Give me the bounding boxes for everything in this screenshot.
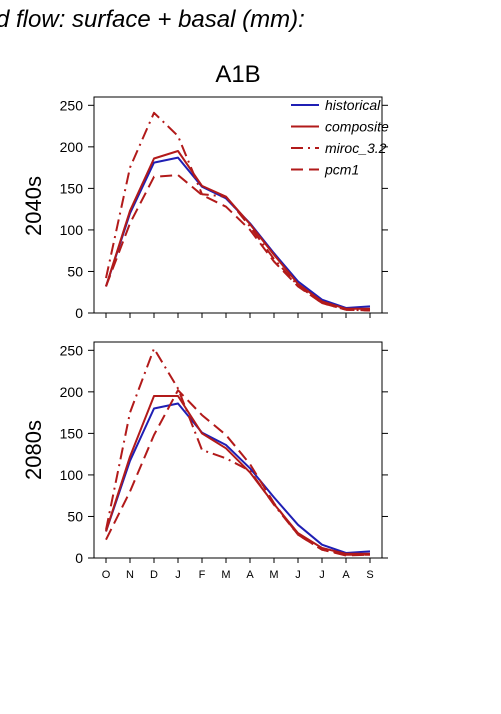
- series-line-composite: [105, 150, 370, 310]
- series-line-historical: [105, 156, 371, 309]
- series-line-historical: [105, 402, 371, 554]
- x-tick-label: A: [246, 569, 254, 581]
- series-line-miroc-3-2: [105, 347, 370, 556]
- y-tick-labels: 0 50 100 150 200 250: [60, 342, 84, 566]
- x-tick-label: J: [295, 569, 301, 581]
- legend-label: pcm1: [324, 162, 359, 178]
- y-tick-label: 0: [75, 305, 83, 321]
- panel-2040s: 2040s 0 50 100 150 200 250 historical composit…: [21, 96, 389, 321]
- x-tick-label: M: [269, 569, 278, 581]
- panel-row-label-2080s: 2080s: [21, 420, 46, 480]
- series-lines: [105, 111, 371, 312]
- y-tick-labels: 0 50 100 150 200 250: [60, 97, 84, 321]
- figure-suptitle: d flow: surface + basal (mm):: [0, 6, 305, 33]
- panel-title: A1B: [215, 61, 260, 88]
- plot-frame: [93, 341, 383, 559]
- y-tick-label: 50: [67, 508, 83, 524]
- y-tick-label: 150: [60, 425, 84, 441]
- plot-frame: [93, 96, 383, 314]
- series-line-composite: [105, 395, 370, 555]
- x-tick-label: S: [366, 569, 373, 581]
- x-tick-label: M: [221, 569, 230, 581]
- x-tick-label: A: [342, 569, 350, 581]
- axis-ticks: [88, 104, 388, 318]
- y-tick-label: 250: [60, 342, 84, 358]
- panel-row-label-2040s: 2040s: [21, 176, 46, 236]
- series-line-pcm1: [105, 174, 371, 312]
- y-tick-label: 200: [60, 384, 84, 400]
- y-tick-label: 150: [60, 180, 84, 196]
- series-lines: [105, 347, 371, 557]
- x-tick-label: F: [199, 569, 206, 581]
- y-tick-label: 0: [75, 550, 83, 566]
- x-tick-label: O: [102, 569, 111, 581]
- y-tick-label: 200: [60, 139, 84, 155]
- x-tick-label: J: [319, 569, 325, 581]
- axis-ticks: [88, 349, 388, 563]
- legend: historical composite miroc_3.2 pcm1: [291, 97, 389, 178]
- panel-2080s: 2080s 0 50 100 150 200 250 O N D J F M A M J J A S: [21, 341, 388, 581]
- legend-label: composite: [325, 119, 389, 135]
- x-tick-label: N: [126, 569, 134, 581]
- x-tick-label: D: [150, 569, 158, 581]
- x-tick-label: J: [175, 569, 181, 581]
- y-tick-label: 100: [60, 467, 84, 483]
- y-tick-label: 100: [60, 222, 84, 238]
- legend-label: historical: [325, 97, 381, 113]
- y-tick-label: 250: [60, 97, 84, 113]
- series-line-pcm1: [105, 389, 371, 557]
- y-tick-label: 50: [67, 263, 83, 279]
- legend-label: miroc_3.2: [325, 140, 387, 156]
